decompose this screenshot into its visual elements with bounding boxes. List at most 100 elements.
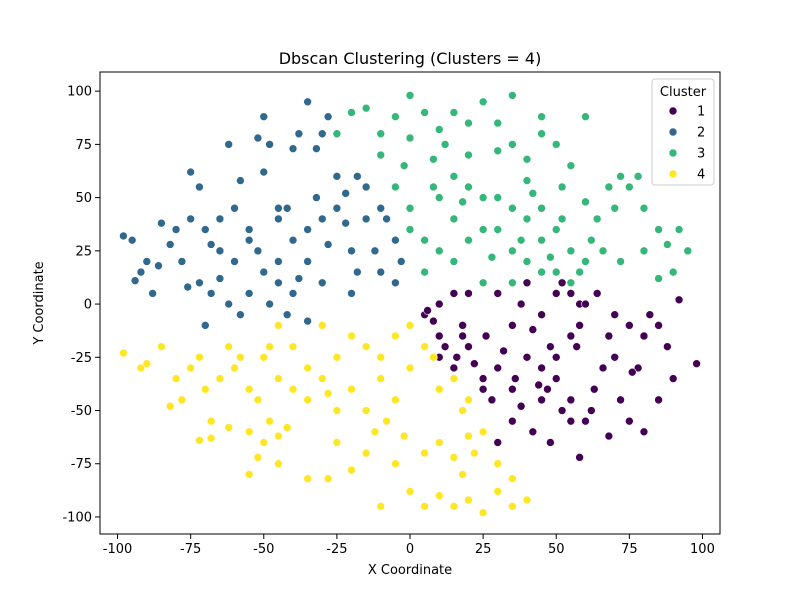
data-point [195,278,204,288]
data-point [478,225,488,234]
data-point [543,384,552,394]
legend-box [651,78,715,186]
data-point [508,140,517,149]
data-point [215,374,225,383]
data-point [206,289,216,298]
data-point [332,352,342,362]
data-point [598,363,608,373]
data-point [274,257,283,266]
data-point [464,495,473,505]
data-point [136,267,146,277]
data-point [136,363,146,373]
data-point [405,321,415,330]
data-point [534,380,543,390]
x-tick-label: 50 [548,542,565,557]
data-point [370,427,380,437]
data-point [551,374,561,383]
data-point [616,257,625,266]
data-point [464,395,473,405]
data-point [458,321,467,330]
data-point [546,438,555,447]
data-point [253,395,263,405]
data-point [452,352,462,362]
data-point [405,133,415,143]
y-tick-label: 25 [75,244,92,259]
data-point [259,167,269,177]
data-point [692,359,701,368]
data-point [244,427,254,437]
data-point [478,193,488,202]
data-point [499,346,508,356]
y-tick-label: -25 [71,351,92,366]
data-point [464,235,473,245]
data-point [420,235,429,245]
data-point [376,352,386,362]
data-point [625,321,634,330]
legend-marker-1 [668,106,678,116]
data-point [581,257,590,266]
data-point [522,352,532,362]
data-point [566,416,576,426]
data-point [341,189,350,198]
data-point [332,129,342,139]
data-point [224,423,233,432]
data-point [566,289,576,298]
data-point [546,252,555,262]
data-point [508,474,517,483]
y-tick-label: -75 [71,457,92,472]
data-point [654,321,663,330]
data-point [493,438,503,447]
data-point [464,118,473,128]
data-point [522,495,532,505]
data-point [575,321,584,330]
x-tick-label: 25 [475,542,492,557]
data-point [405,487,415,496]
data-point [639,246,649,256]
data-point [376,203,386,213]
data-point [522,214,532,224]
data-point [551,140,561,149]
series-3 [332,91,693,288]
data-point [288,384,298,394]
data-point [493,459,503,469]
data-point [668,267,678,277]
x-tick-label: -100 [103,542,133,557]
data-point [449,502,459,511]
data-point [224,342,233,351]
data-point [376,374,386,383]
data-point [282,310,292,320]
data-point [119,231,128,241]
data-point [610,352,620,362]
data-point [376,267,386,277]
data-point [206,240,216,249]
data-point [516,235,526,245]
series-4 [119,321,532,518]
y-tick-label: -50 [71,404,92,419]
data-point [528,427,538,437]
data-point [294,129,304,139]
data-point [317,129,327,139]
data-point [510,374,520,383]
data-point [259,438,269,447]
data-point [522,257,532,266]
data-point [478,508,488,518]
data-point [370,246,380,256]
data-point [493,146,503,156]
data-point [391,459,400,469]
data-point [464,182,473,192]
data-point [627,367,637,377]
data-point [274,321,283,330]
data-point [274,278,283,288]
data-point [487,395,497,405]
legend-label-4: 4 [697,168,705,183]
data-point [200,384,210,394]
data-point [288,342,298,351]
data-point [537,112,546,122]
data-point [487,252,497,262]
data-point [537,395,546,405]
data-point [347,289,356,298]
data-point [566,331,576,341]
data-point [396,257,406,266]
data-point [572,342,582,351]
data-point [522,278,532,288]
